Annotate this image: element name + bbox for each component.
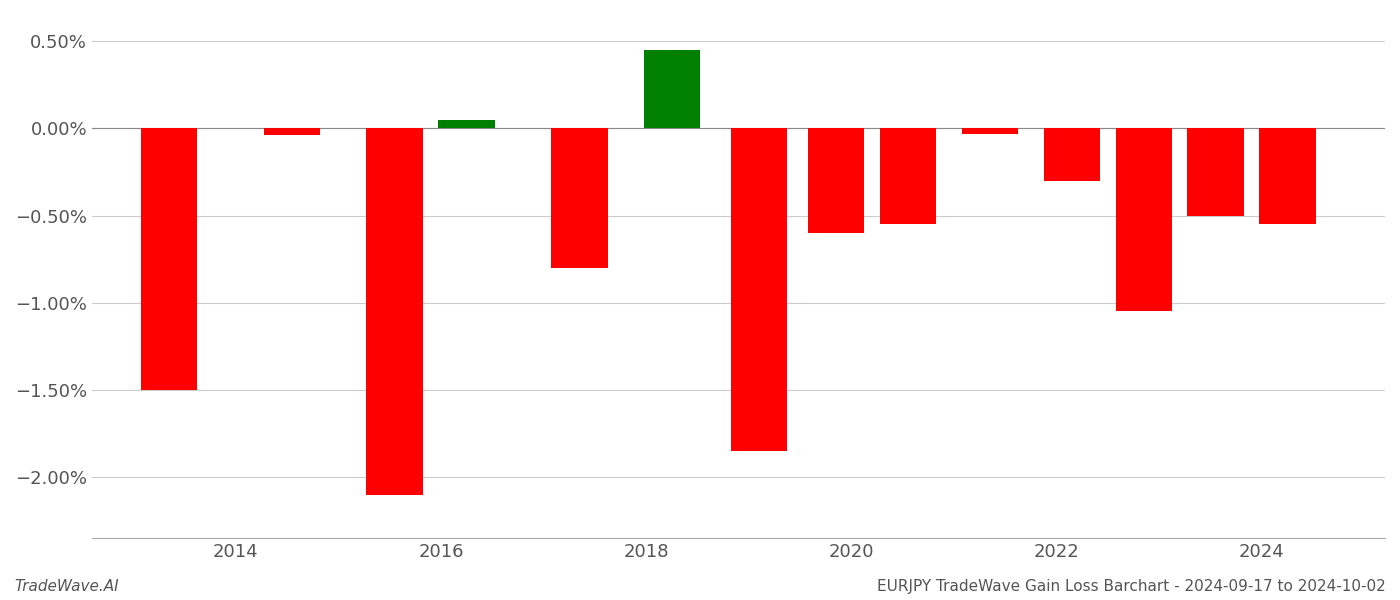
Bar [552,128,608,268]
Bar [879,128,937,224]
Bar [808,128,864,233]
Text: TradeWave.AI: TradeWave.AI [14,579,119,594]
Bar [141,128,197,390]
Bar [1187,128,1243,215]
Bar [1259,128,1316,224]
Bar [1044,128,1100,181]
Bar [644,50,700,128]
Bar [962,128,1018,134]
Text: EURJPY TradeWave Gain Loss Barchart - 2024-09-17 to 2024-10-02: EURJPY TradeWave Gain Loss Barchart - 20… [878,579,1386,594]
Bar [731,128,787,451]
Bar [438,119,494,128]
Bar [1116,128,1172,311]
Bar [263,128,321,136]
Bar [367,128,423,494]
